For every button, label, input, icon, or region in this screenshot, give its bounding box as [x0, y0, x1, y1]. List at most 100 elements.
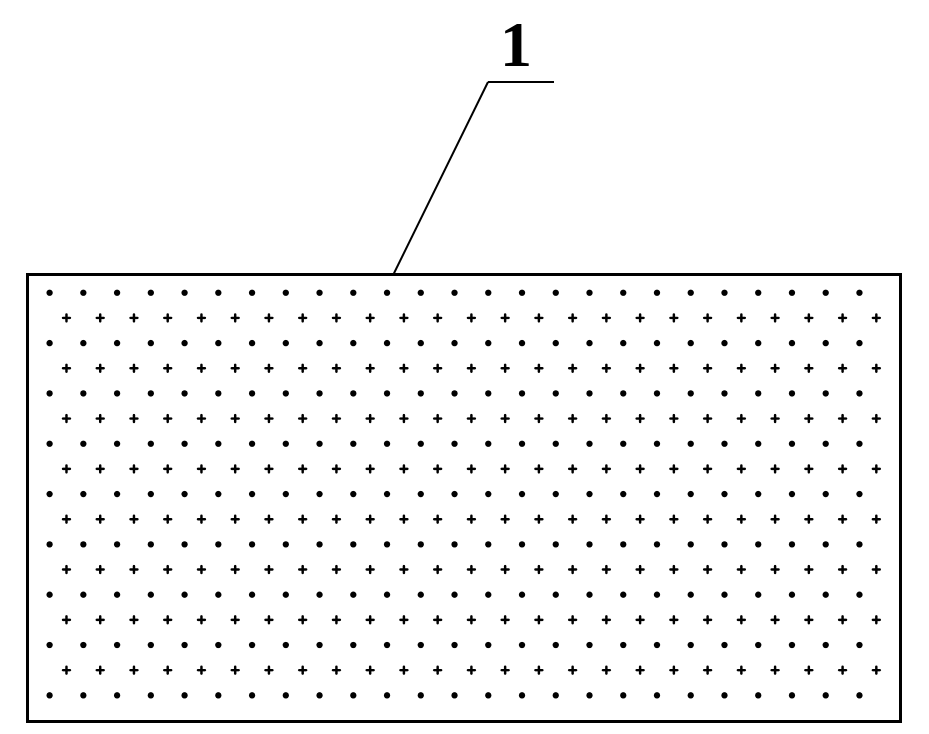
pattern-dot: [249, 592, 255, 598]
pattern-plus: [265, 314, 272, 321]
pattern-plus: [232, 415, 239, 422]
pattern-dot: [856, 541, 862, 547]
pattern-dot: [823, 692, 829, 698]
pattern-plus: [468, 365, 475, 372]
pattern-dot: [789, 692, 795, 698]
pattern-plus: [670, 365, 677, 372]
pattern-plus: [603, 616, 610, 623]
pattern-dot: [249, 692, 255, 698]
pattern-dot: [46, 390, 52, 396]
pattern-dot: [688, 642, 694, 648]
pattern-dot: [755, 441, 761, 447]
pattern-plus: [738, 465, 745, 472]
pattern-plus: [299, 516, 306, 523]
pattern-dot: [721, 290, 727, 296]
pattern-plus: [434, 667, 441, 674]
pattern-dot: [80, 290, 86, 296]
pattern-dot: [418, 290, 424, 296]
pattern-dot: [654, 340, 660, 346]
pattern-plus: [265, 465, 272, 472]
pattern-plus: [333, 415, 340, 422]
pattern-plus: [873, 616, 880, 623]
pattern-dot: [148, 340, 154, 346]
pattern-plus: [468, 516, 475, 523]
pattern-dot: [823, 441, 829, 447]
pattern-dot: [519, 390, 525, 396]
pattern-dot: [283, 541, 289, 547]
pattern-plus: [772, 566, 779, 573]
pattern-plus: [839, 465, 846, 472]
pattern-dot: [181, 642, 187, 648]
pattern-plus: [97, 616, 104, 623]
pattern-plus: [839, 667, 846, 674]
pattern-plus: [333, 566, 340, 573]
pattern-dot: [688, 390, 694, 396]
pattern-plus: [232, 667, 239, 674]
pattern-plus: [873, 415, 880, 422]
pattern-dot: [114, 390, 120, 396]
pattern-dot: [485, 290, 491, 296]
pattern-dot: [451, 491, 457, 497]
pattern-dot: [249, 642, 255, 648]
pattern-dot: [586, 642, 592, 648]
pattern-dot: [215, 441, 221, 447]
pattern-dot: [620, 491, 626, 497]
pattern-dot: [586, 491, 592, 497]
pattern-dot: [654, 441, 660, 447]
pattern-plus: [400, 465, 407, 472]
pattern-plus: [63, 516, 70, 523]
pattern-dot: [316, 290, 322, 296]
pattern-dot: [755, 290, 761, 296]
pattern-plus: [367, 566, 374, 573]
pattern-dot: [215, 642, 221, 648]
pattern-dot: [46, 541, 52, 547]
pattern-dot: [451, 541, 457, 547]
pattern-plus: [637, 415, 644, 422]
pattern-dot: [451, 592, 457, 598]
pattern-dot: [114, 340, 120, 346]
pattern-dot: [688, 541, 694, 547]
pattern-plus: [97, 516, 104, 523]
pattern-dot: [485, 390, 491, 396]
pattern-dot: [316, 692, 322, 698]
pattern-dot: [620, 642, 626, 648]
pattern-dot: [485, 491, 491, 497]
pattern-plus: [131, 465, 138, 472]
pattern-plus: [97, 465, 104, 472]
pattern-plus: [839, 314, 846, 321]
pattern-dot: [823, 642, 829, 648]
pattern-plus: [772, 616, 779, 623]
pattern-dot: [384, 692, 390, 698]
pattern-plus: [670, 465, 677, 472]
pattern-dot: [80, 340, 86, 346]
pattern-dot: [80, 390, 86, 396]
pattern-plus: [805, 616, 812, 623]
pattern-dot: [384, 592, 390, 598]
pattern-plus: [198, 314, 205, 321]
pattern-plus: [198, 415, 205, 422]
pattern-dot: [823, 491, 829, 497]
pattern-dot: [46, 642, 52, 648]
pattern-plus: [265, 566, 272, 573]
pattern-dot: [789, 340, 795, 346]
pattern-plus: [670, 415, 677, 422]
pattern-dot: [789, 491, 795, 497]
pattern-dot: [586, 340, 592, 346]
pattern-dot: [80, 592, 86, 598]
figure-canvas: 1: [0, 0, 929, 734]
pattern-plus: [97, 667, 104, 674]
pattern-dot: [755, 541, 761, 547]
pattern-plus: [333, 616, 340, 623]
pattern-dot: [283, 441, 289, 447]
pattern-dot: [654, 541, 660, 547]
pattern-plus: [131, 415, 138, 422]
pattern-plus: [434, 616, 441, 623]
pattern-dot: [46, 290, 52, 296]
pattern-plus: [97, 415, 104, 422]
pattern-plus: [434, 465, 441, 472]
pattern-dot: [485, 592, 491, 598]
pattern-dot: [148, 390, 154, 396]
pattern-dot: [249, 491, 255, 497]
pattern-dot: [181, 441, 187, 447]
pattern-dot: [350, 340, 356, 346]
